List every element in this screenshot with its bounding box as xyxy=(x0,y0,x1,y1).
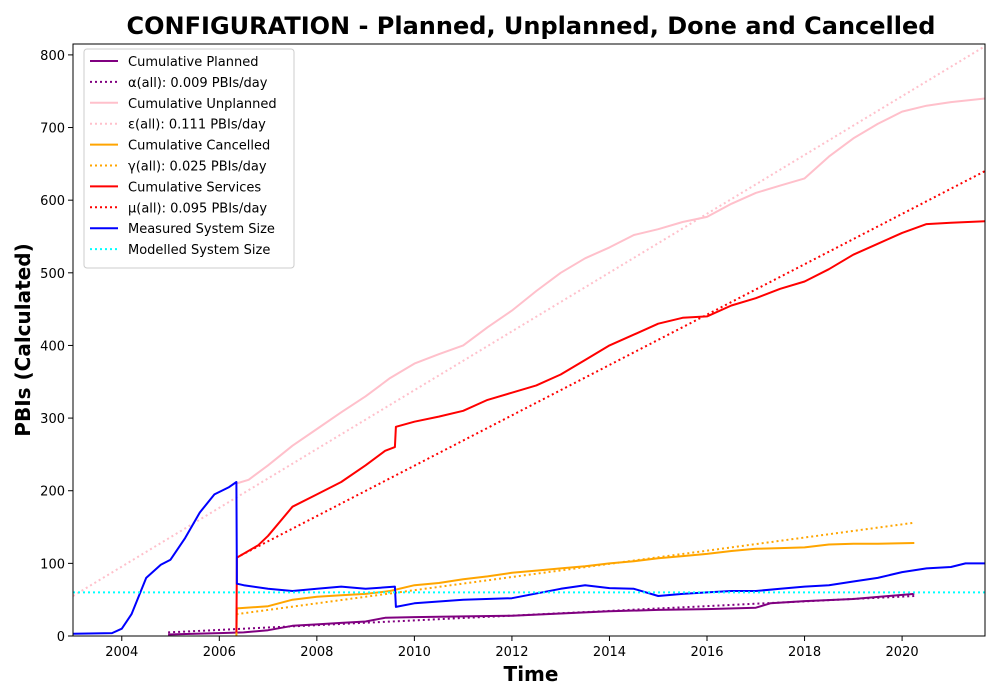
legend-label-modelled-system-size: Modelled System Size xyxy=(128,243,270,258)
plot-area xyxy=(73,45,985,636)
y-tick-label: 700 xyxy=(40,122,65,137)
y-tick-label: 800 xyxy=(40,49,65,64)
legend-label-all-0-111-pbis-day: ε(all): 0.111 PBIs/day xyxy=(128,118,266,133)
series-line-cumulative-planned xyxy=(168,592,915,636)
series-line-cumulative-unplanned xyxy=(236,97,985,485)
legend-label-all-0-009-pbis-day: α(all): 0.009 PBIs/day xyxy=(128,76,268,91)
x-tick-label: 2014 xyxy=(593,645,626,660)
legend-label-all-0-095-pbis-day: μ(all): 0.095 PBIs/day xyxy=(128,201,267,216)
legend-label-cumulative-unplanned: Cumulative Unplanned xyxy=(128,97,277,112)
x-tick-label: 2006 xyxy=(203,645,236,660)
series-line-measured-system-size xyxy=(73,481,985,635)
legend-label-all-0-025-pbis-day: γ(all): 0.025 PBIs/day xyxy=(128,160,267,175)
y-tick-label: 600 xyxy=(40,194,65,209)
y-tick-label: 100 xyxy=(40,557,65,572)
legend-label-cumulative-cancelled: Cumulative Cancelled xyxy=(128,139,270,154)
x-tick-label: 2012 xyxy=(495,645,528,660)
legend: Cumulative Planned α(all): 0.009 PBIs/day… xyxy=(83,48,295,269)
axes: 2004 2006 2008 2010 2012 2014 2016 2018 2020 0 100… xyxy=(40,43,986,660)
series-line-all-0-025-pbis-day xyxy=(236,521,915,616)
y-axis-label: PBIs (Calculated) xyxy=(11,243,35,436)
x-tick-label: 2004 xyxy=(105,645,138,660)
x-tick-label: 2010 xyxy=(398,645,431,660)
legend-label-cumulative-planned: Cumulative Planned xyxy=(128,55,258,70)
x-tick-label: 2020 xyxy=(886,645,919,660)
series-line-cumulative-cancelled xyxy=(235,542,915,636)
x-tick-label: 2016 xyxy=(690,645,723,660)
legend-label-cumulative-services: Cumulative Services xyxy=(128,180,261,195)
y-tick-label: 300 xyxy=(40,412,65,427)
y-tick-label: 500 xyxy=(40,267,65,282)
legend-frame xyxy=(83,48,295,269)
series-line-cumulative-services xyxy=(235,220,985,633)
plot-frame xyxy=(72,43,986,637)
x-tick-label: 2018 xyxy=(788,645,821,660)
x-axis-label: Time xyxy=(504,662,559,686)
y-tick-label: 200 xyxy=(40,485,65,500)
legend-label-measured-system-size: Measured System Size xyxy=(128,222,275,237)
chart-title: CONFIGURATION - Planned, Unplanned, Done… xyxy=(127,12,936,40)
y-tick-label: 0 xyxy=(57,630,65,645)
y-tick-label: 400 xyxy=(40,339,65,354)
series-line-all-0-095-pbis-day xyxy=(235,170,985,559)
x-tick-label: 2008 xyxy=(300,645,333,660)
